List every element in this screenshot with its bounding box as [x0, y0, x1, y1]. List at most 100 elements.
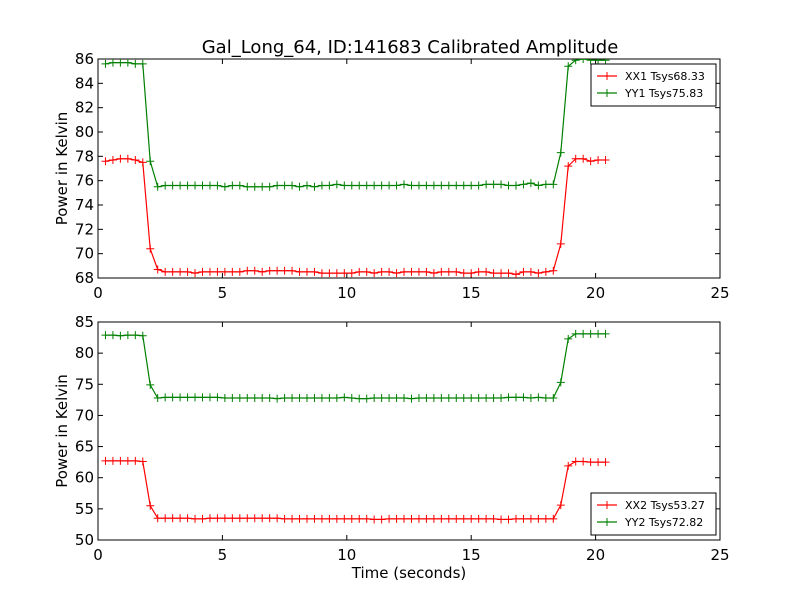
data-point — [370, 393, 379, 402]
series-xx2 — [101, 456, 610, 524]
data-point — [325, 514, 334, 523]
data-point — [437, 393, 446, 402]
data-point — [101, 157, 110, 166]
data-point — [198, 514, 207, 523]
data-point — [153, 265, 162, 274]
data-point — [213, 393, 222, 402]
data-point — [116, 59, 125, 67]
data-point — [123, 456, 132, 465]
data-point — [168, 267, 177, 276]
data-point — [459, 181, 468, 190]
data-point — [385, 181, 394, 190]
data-point — [467, 393, 476, 402]
data-point — [108, 331, 117, 340]
data-point — [295, 267, 304, 276]
data-point — [153, 393, 162, 402]
series-yy1 — [101, 59, 610, 191]
data-point — [153, 182, 162, 191]
data-point — [302, 181, 311, 190]
data-point — [131, 59, 140, 68]
data-point — [407, 514, 416, 523]
data-point — [400, 267, 409, 276]
data-point — [579, 59, 588, 63]
data-point — [586, 157, 595, 166]
legend-label: XX2 Tsys53.27 — [625, 499, 705, 512]
x-axis-label: Time (seconds) — [351, 564, 467, 582]
data-point — [332, 393, 341, 402]
data-point — [265, 182, 274, 191]
data-point — [317, 514, 326, 523]
data-point — [467, 269, 476, 278]
data-point — [474, 393, 483, 402]
data-point — [347, 514, 356, 523]
data-point — [347, 269, 356, 278]
x-tick-label: 5 — [218, 546, 228, 564]
data-point — [250, 266, 259, 275]
data-point — [444, 393, 453, 402]
data-point — [161, 181, 170, 190]
data-point — [549, 514, 558, 523]
data-point — [101, 331, 110, 340]
top-panel: 0 5 10 15 20 25 68 70 72 74 76 78 80 82 84 86 Power in K… — [53, 50, 730, 302]
data-point — [362, 394, 371, 403]
data-point — [302, 393, 311, 402]
data-point — [564, 334, 573, 343]
data-point — [400, 514, 409, 523]
y-tick-label: 70 — [75, 245, 94, 263]
data-point — [325, 393, 334, 402]
data-point — [534, 514, 543, 523]
data-point — [340, 514, 349, 523]
y-tick-label: 86 — [75, 50, 94, 68]
data-point — [556, 148, 565, 157]
data-point — [317, 393, 326, 402]
data-point — [482, 393, 491, 402]
data-point — [437, 267, 446, 276]
data-point — [526, 267, 535, 276]
data-point — [146, 244, 155, 253]
data-point — [191, 181, 200, 190]
data-point — [377, 181, 386, 190]
data-point — [332, 180, 341, 189]
series-xx1 — [101, 154, 610, 278]
data-point — [213, 267, 222, 276]
data-point — [198, 267, 207, 276]
data-point — [131, 456, 140, 465]
data-point — [146, 380, 155, 389]
data-point — [392, 269, 401, 278]
data-point — [526, 514, 535, 523]
data-point — [422, 393, 431, 402]
data-point — [235, 514, 244, 523]
data-point — [235, 393, 244, 402]
data-point — [317, 269, 326, 278]
legend-label: YY1 Tsys75.83 — [624, 87, 703, 100]
data-point — [414, 514, 423, 523]
data-point — [459, 269, 468, 278]
data-point — [385, 267, 394, 276]
data-point — [392, 393, 401, 402]
legend-label: XX1 Tsys68.33 — [625, 70, 705, 83]
data-point — [549, 180, 558, 189]
data-point — [385, 514, 394, 523]
data-point — [414, 181, 423, 190]
data-point — [414, 393, 423, 402]
y-tick-label: 76 — [75, 172, 94, 190]
data-point — [377, 393, 386, 402]
data-point — [280, 514, 289, 523]
y-axis-label: Power in Kelvin — [53, 112, 71, 226]
data-point — [108, 456, 117, 465]
legend: XX1 Tsys68.33 YY1 Tsys75.83 — [590, 63, 717, 107]
y-tick-label: 74 — [75, 196, 94, 214]
y-tick-label: 82 — [75, 99, 94, 117]
data-point — [325, 269, 334, 278]
data-point — [228, 267, 237, 276]
data-point — [511, 514, 520, 523]
data-point — [183, 514, 192, 523]
data-point — [541, 180, 550, 189]
data-point — [191, 514, 200, 523]
data-point — [556, 378, 565, 387]
data-point — [370, 181, 379, 190]
data-point — [362, 267, 371, 276]
data-point — [482, 267, 491, 276]
data-point — [191, 269, 200, 278]
